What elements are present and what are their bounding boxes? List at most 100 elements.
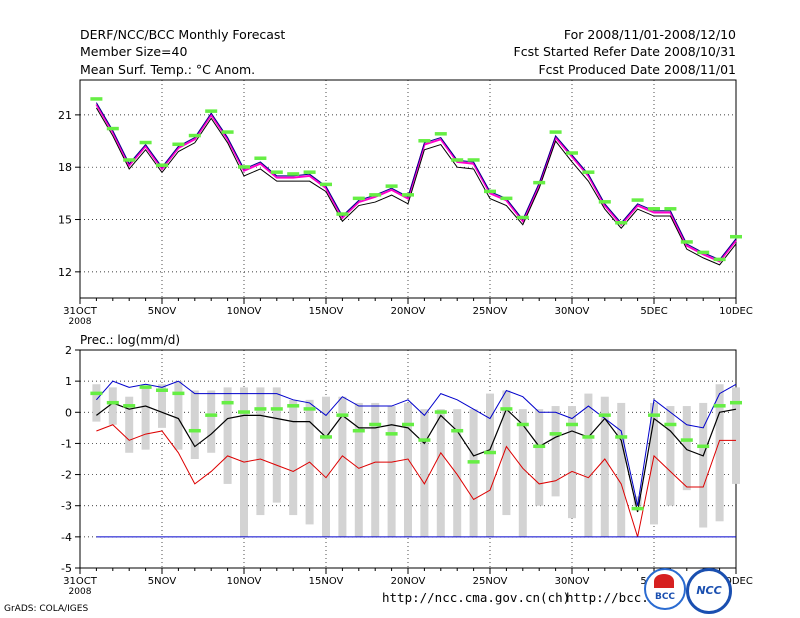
- prec-observed-marker: [123, 404, 136, 408]
- temp-observed-marker: [320, 182, 332, 187]
- figure-title: DERF/NCC/BCC Monthly Forecast: [80, 27, 286, 42]
- prec-observed-marker: [730, 400, 742, 405]
- temp-observed-marker: [484, 189, 496, 194]
- prec-observed-marker: [188, 428, 201, 433]
- temp-observed-marker: [631, 198, 644, 202]
- prec-observed-marker: [369, 422, 382, 427]
- precip-box: [584, 393, 593, 537]
- precip-box: [404, 402, 412, 537]
- temp-series-ensemble-mean: [95, 103, 737, 263]
- precip-box: [256, 387, 265, 516]
- prec-y-tick-label: 0: [65, 406, 72, 419]
- prec-observed-marker: [648, 413, 660, 417]
- temp-observed-marker: [451, 158, 464, 162]
- prec-observed-marker: [598, 413, 611, 417]
- prec-y-tick-label: 1: [65, 375, 72, 388]
- url-ncc[interactable]: http://ncc.cma.gov.cn(ch): [382, 590, 571, 605]
- temp-observed-marker: [205, 109, 218, 113]
- temp-observed-marker: [615, 221, 628, 225]
- prec-x-tick-label: 10DEC: [719, 576, 753, 587]
- temp-observed-marker: [369, 193, 382, 197]
- precip-box: [371, 402, 380, 537]
- prec-observed-marker: [533, 444, 546, 449]
- temp-x-tick-label: 5DEC: [640, 306, 667, 317]
- temp-observed-marker: [254, 156, 267, 160]
- temp-observed-marker: [303, 170, 316, 174]
- prec-observed-marker: [221, 400, 234, 405]
- temp-observed-marker: [270, 170, 283, 174]
- precip-box: [486, 393, 494, 537]
- temp-x-tick-label: 30NOV: [555, 306, 590, 317]
- temp-observed-marker: [500, 196, 513, 201]
- precip-box: [453, 409, 462, 537]
- prec-observed-marker: [303, 407, 316, 411]
- prec-observed-marker: [287, 404, 300, 408]
- prec-observed-marker: [713, 404, 726, 408]
- temp-observed-marker: [90, 97, 103, 101]
- prec-observed-marker: [451, 428, 464, 433]
- prec-observed-marker: [320, 435, 332, 439]
- precip-chart-title: Prec.: log(mm/d): [80, 333, 180, 347]
- prec-x-tick-label: 2008: [69, 587, 92, 597]
- variable-label: Mean Surf. Temp.: °C Anom.: [80, 62, 256, 77]
- temp-x-tick-label: 25NOV: [473, 306, 508, 317]
- prec-x-tick-label: 20NOV: [391, 576, 426, 587]
- precip-box: [502, 390, 511, 516]
- member-size: Member Size=40: [80, 44, 188, 59]
- temp-x-tick-label: 10DEC: [719, 306, 753, 317]
- temp-observed-marker: [123, 158, 136, 162]
- temp-observed-marker: [352, 196, 365, 201]
- prec-series-upper: [96, 380, 737, 506]
- temp-observed-marker: [336, 212, 349, 216]
- temp-observed-marker: [730, 234, 742, 239]
- precip-box: [338, 396, 347, 537]
- precip-box: [715, 384, 724, 522]
- prec-observed-marker: [238, 410, 250, 414]
- precip-box: [108, 387, 117, 425]
- prec-x-tick-label: 10NOV: [227, 576, 262, 587]
- prec-x-tick-label: 31OCT: [63, 576, 98, 587]
- ncc-logo-text: NCC: [696, 584, 722, 597]
- temp-observed-marker: [582, 170, 595, 174]
- prec-observed-marker: [566, 422, 578, 427]
- prec-x-tick-label: 5NOV: [148, 576, 177, 587]
- temp-observed-marker: [172, 142, 185, 147]
- prec-observed-marker: [516, 422, 529, 427]
- prec-observed-marker: [402, 422, 414, 427]
- temp-series-members-lower: [95, 107, 737, 266]
- temp-observed-marker: [680, 240, 693, 244]
- precip-box: [354, 402, 363, 537]
- prec-observed-marker: [500, 407, 513, 411]
- temp-x-tick-label: 15NOV: [309, 306, 344, 317]
- prec-observed-marker: [680, 438, 693, 442]
- prec-observed-marker: [582, 435, 595, 439]
- prec-observed-marker: [467, 460, 480, 464]
- temp-observed-marker: [648, 207, 660, 211]
- temp-y-tick-label: 15: [58, 214, 72, 227]
- prec-observed-marker: [90, 391, 103, 396]
- precip-box: [633, 496, 642, 506]
- temp-observed-marker: [549, 130, 562, 134]
- precip-box: [666, 406, 675, 506]
- precip-box: [92, 384, 101, 422]
- prec-x-tick-label: 30NOV: [555, 576, 590, 587]
- temp-observed-marker: [106, 126, 119, 131]
- temp-observed-marker: [467, 158, 480, 162]
- prec-y-tick-label: -2: [61, 469, 72, 482]
- prec-observed-marker: [484, 450, 496, 455]
- temp-y-tick-label: 12: [58, 266, 72, 279]
- prec-observed-marker: [631, 506, 644, 511]
- prec-y-tick-label: 2: [65, 344, 72, 357]
- prec-observed-marker: [172, 391, 185, 396]
- prec-observed-marker: [664, 422, 677, 427]
- precip-box: [535, 409, 544, 506]
- precip-box: [420, 409, 429, 537]
- prec-observed-marker: [270, 407, 283, 411]
- temp-x-tick-label: 10NOV: [227, 306, 262, 317]
- prec-series-lower: [96, 424, 736, 538]
- url-bcc[interactable]: http://bcc.c: [566, 590, 657, 605]
- precip-box: [617, 402, 626, 537]
- started-date: Fcst Started Refer Date 2008/10/31: [513, 44, 737, 59]
- prec-observed-marker: [385, 432, 398, 436]
